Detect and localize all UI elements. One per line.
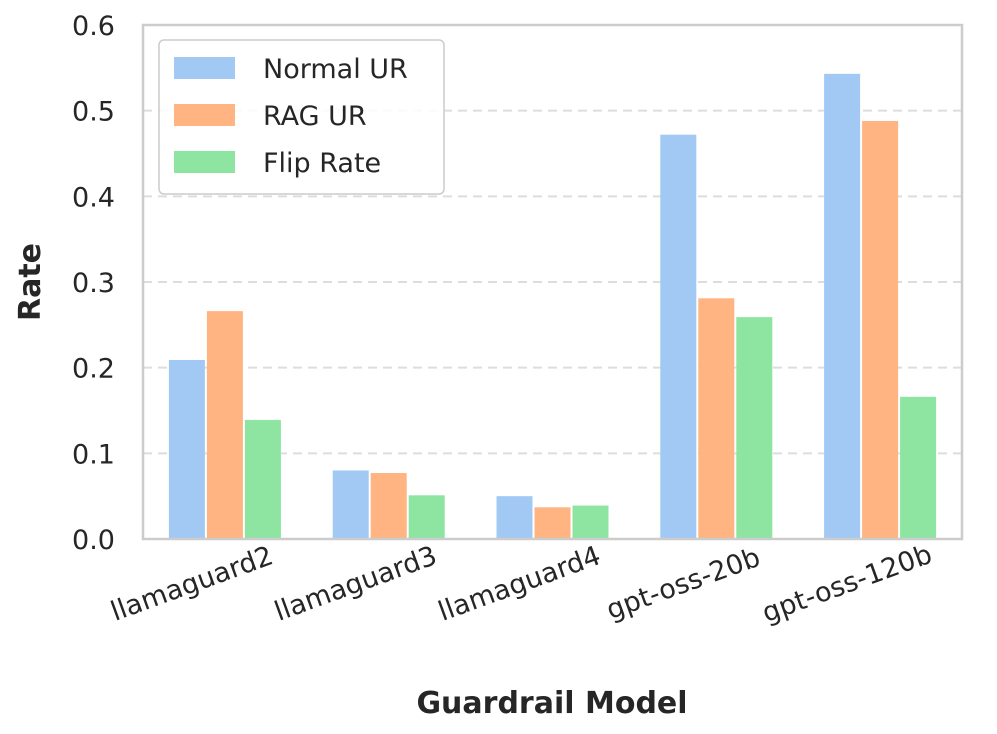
bar <box>408 495 445 539</box>
bar <box>572 505 609 539</box>
x-tick-label: gpt-oss-120b <box>758 539 936 629</box>
y-tick-label: 0.3 <box>72 268 115 299</box>
y-tick-label: 0.1 <box>72 439 115 470</box>
bar <box>534 507 571 539</box>
x-tick-label: llamaguard4 <box>434 540 604 627</box>
plot-frame <box>141 23 964 541</box>
y-tick-label: 0.2 <box>72 354 115 385</box>
bar <box>736 317 773 539</box>
y-axis-label: Rate <box>13 243 48 321</box>
bar <box>496 496 533 539</box>
y-tick-label: 0.4 <box>72 182 115 213</box>
bar <box>862 120 899 540</box>
x-tick-label: gpt-oss-20b <box>602 542 764 626</box>
bar <box>206 311 243 539</box>
x-axis-label: Guardrail Model <box>416 686 687 721</box>
x-tick-label: llamaguard2 <box>107 540 277 627</box>
bar <box>900 396 937 539</box>
bar <box>698 298 735 539</box>
y-tick-label: 0.0 <box>72 525 115 556</box>
bar <box>244 419 281 539</box>
y-tick-label: 0.6 <box>72 11 115 42</box>
bar <box>168 359 205 539</box>
x-tick-labels: llamaguard2llamaguard3llamaguard4gpt-oss… <box>107 539 936 629</box>
legend: Normal UR RAG UR Flip Rate <box>158 39 445 195</box>
x-tick-label: llamaguard3 <box>271 540 441 627</box>
legend-swatch <box>174 151 235 173</box>
bar <box>824 73 861 539</box>
y-tick-label: 0.5 <box>72 97 115 128</box>
bar <box>370 473 407 539</box>
bar <box>332 470 369 539</box>
legend-label: RAG UR <box>263 101 367 132</box>
legend-swatch <box>174 57 235 79</box>
bar <box>660 134 697 540</box>
y-tick-labels: 0.0 0.1 0.2 0.3 0.4 0.5 0.6 <box>72 11 115 556</box>
bars <box>168 73 937 540</box>
legend-label: Normal UR <box>263 54 408 85</box>
legend-label: Flip Rate <box>263 148 381 179</box>
legend-swatch <box>174 104 235 126</box>
